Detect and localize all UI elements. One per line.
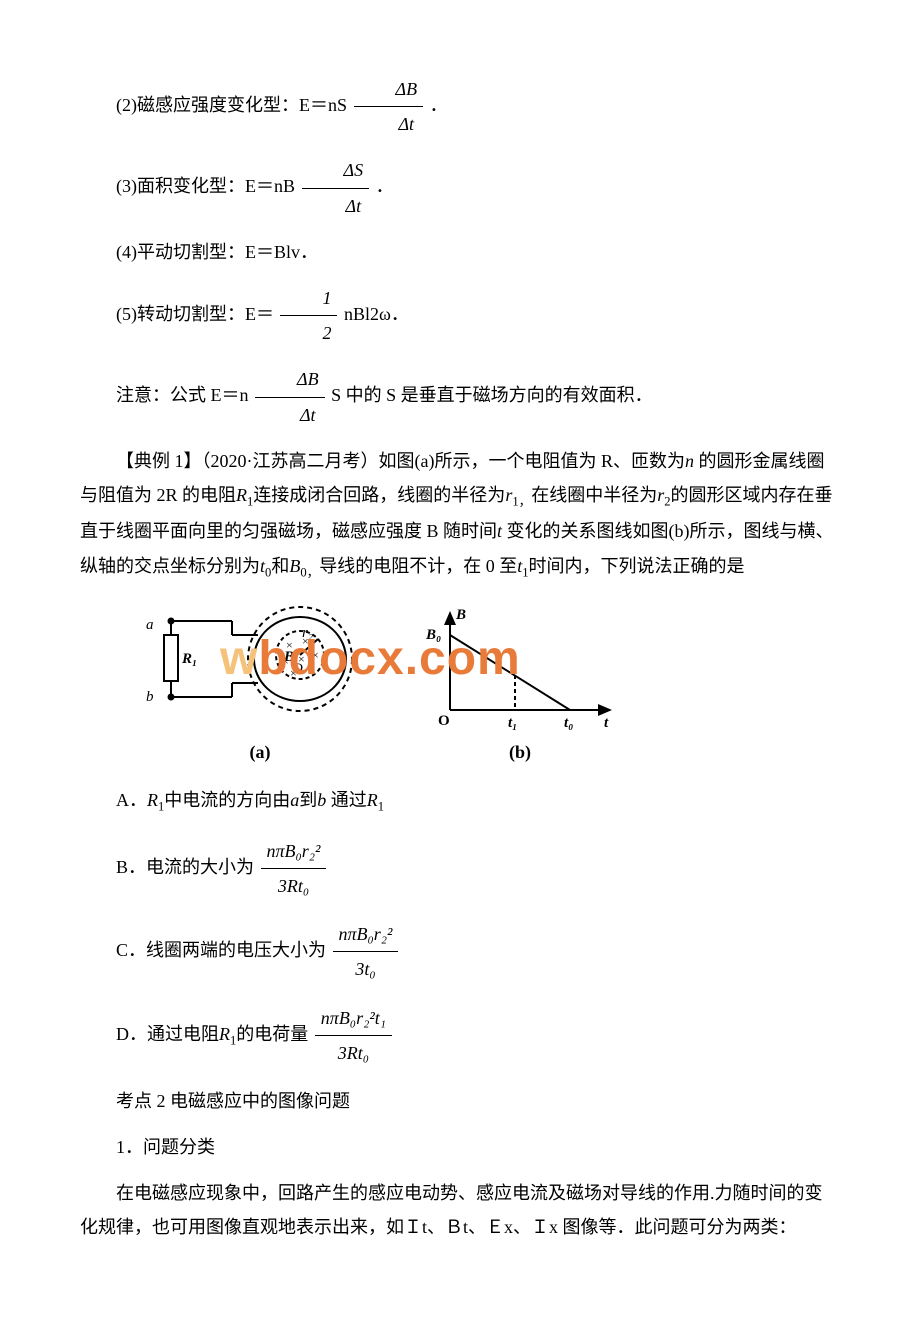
option-a: A．R1中电流的方向由a到b 通过R1: [116, 783, 840, 820]
option-c: C．线圈两端的电压大小为 nπB₀r₂² 3t₀: [116, 917, 840, 986]
formula-line-4: (4)平动切割型：E＝Blv．: [80, 235, 840, 269]
label-R1: R₁: [181, 651, 197, 667]
numerator: ΔB: [255, 362, 325, 397]
var-R1: R: [236, 485, 247, 505]
text: 通过: [326, 790, 367, 810]
label-a: a: [146, 617, 154, 633]
label-b: b: [146, 689, 154, 705]
fraction-db-dt-2: ΔB Δt: [255, 362, 325, 431]
text: 中电流的方向由: [164, 790, 290, 810]
label-O: O: [292, 661, 303, 677]
text: 【典例 1】（2020·江苏高二月考）如图(a)所示，一个电阻值为 R、匝数为: [116, 451, 685, 471]
var: b: [317, 790, 326, 810]
numerator: ΔS: [302, 153, 370, 188]
text: 导线的电阻不计，在 0 至: [319, 556, 517, 576]
numerator: nπB₀r₂²t₁: [315, 1001, 392, 1036]
formula-line-2: (2)磁感应强度变化型：E＝nS ΔB Δt ．: [80, 72, 840, 141]
svg-text:×: ×: [312, 648, 319, 662]
axis-B: B: [455, 607, 466, 623]
figure-a: × × × × × × × a b R₁ r₂ B O (a): [140, 605, 380, 769]
denominator: Δt: [302, 189, 370, 223]
text: 的电荷量: [236, 1023, 313, 1043]
options-block: A．R1中电流的方向由a到b 通过R1 B．电流的大小为 nπB₀r₂² 3Rt…: [116, 783, 840, 1070]
topic-heading: 考点 2 电磁感应中的图像问题: [80, 1084, 840, 1118]
text: (3)面积变化型：E＝nB: [116, 176, 300, 196]
var: R: [219, 1023, 230, 1043]
numerator: nπB₀r₂²: [261, 834, 327, 869]
text: (4)平动切割型：E＝Blv．: [116, 242, 318, 262]
var-n: n: [685, 451, 694, 471]
numerator: 1: [280, 281, 337, 316]
figure-a-label: (a): [140, 735, 380, 769]
figure-container: wbdocx.com: [80, 605, 840, 769]
var: a: [290, 790, 299, 810]
text: 到: [299, 790, 317, 810]
text: D．通过电阻: [116, 1023, 219, 1043]
var-B0: B: [289, 556, 300, 576]
text: 考点 2 电磁感应中的图像问题: [116, 1091, 350, 1111]
fraction-voltage: nπB₀r₂² 3t₀: [333, 917, 399, 986]
numerator: nπB₀r₂²: [333, 917, 399, 952]
text: 1．问题分类: [116, 1137, 215, 1157]
graph-diagram: B B₀ O t₁ t₀ t: [420, 605, 620, 735]
label-origin: O: [438, 713, 450, 729]
denominator: 2: [280, 316, 337, 350]
text: ．: [376, 176, 394, 196]
text: C．线圈两端的电压大小为: [116, 940, 331, 960]
sub: 1，: [512, 494, 531, 508]
denominator: 3t₀: [333, 952, 399, 986]
figure-row: × × × × × × × a b R₁ r₂ B O (a): [140, 605, 840, 769]
note-line: 注意：公式 E＝n ΔB Δt S 中的 S 是垂直于磁场方向的有效面积．: [80, 362, 840, 431]
numerator: ΔB: [354, 72, 424, 107]
formula-line-3: (3)面积变化型：E＝nB ΔS Δt ．: [80, 153, 840, 222]
sub: 0，: [300, 565, 319, 579]
subtopic: 1．问题分类: [80, 1130, 840, 1164]
text: 连接成闭合回路，线圈的半径为: [253, 485, 505, 505]
text: 在线圈中半径为: [531, 485, 657, 505]
label-B0: B₀: [425, 627, 441, 643]
var: R: [147, 790, 158, 810]
option-d: D．通过电阻R1的电荷量 nπB₀r₂²t₁ 3Rt₀: [116, 1001, 840, 1070]
figure-b: B B₀ O t₁ t₀ t (b): [420, 605, 620, 769]
sub: 1: [378, 800, 384, 814]
text: (2)磁感应强度变化型：E＝nS: [116, 95, 352, 115]
label-t0: t₀: [564, 715, 573, 731]
denominator: 3Rt₀: [261, 869, 327, 903]
text: 注意：公式 E＝n: [116, 385, 253, 405]
text: 在电磁感应现象中，回路产生的感应电动势、感应电流及磁场对导线的作用.力随时间的变…: [80, 1183, 823, 1237]
footer-paragraph: 在电磁感应现象中，回路产生的感应电动势、感应电流及磁场对导线的作用.力随时间的变…: [80, 1176, 840, 1244]
svg-text:×: ×: [308, 662, 315, 676]
text: ．: [430, 95, 448, 115]
text: 时间内，下列说法正确的是: [529, 556, 745, 576]
figure-b-label: (b): [420, 735, 620, 769]
fraction-current: nπB₀r₂² 3Rt₀: [261, 834, 327, 903]
text: 和: [271, 556, 289, 576]
formula-line-5: (5)转动切割型：E＝ 1 2 nBl2ω．: [80, 281, 840, 350]
option-b: B．电流的大小为 nπB₀r₂² 3Rt₀: [116, 834, 840, 903]
text: (5)转动切割型：E＝: [116, 304, 278, 324]
denominator: Δt: [255, 398, 325, 432]
label-t1: t₁: [508, 715, 517, 731]
denominator: Δt: [354, 107, 424, 141]
denominator: 3Rt₀: [315, 1036, 392, 1070]
label-r2: r₂: [302, 625, 313, 641]
text: B．电流的大小为: [116, 857, 259, 877]
text: nBl2ω．: [344, 304, 409, 324]
var: R: [367, 790, 378, 810]
fraction-ds-dt: ΔS Δt: [302, 153, 370, 222]
example-1-text: 【典例 1】（2020·江苏高二月考）如图(a)所示，一个电阻值为 R、匝数为n…: [80, 444, 840, 585]
fraction-db-dt: ΔB Δt: [354, 72, 424, 141]
fraction-charge: nπB₀r₂²t₁ 3Rt₀: [315, 1001, 392, 1070]
fraction-half: 1 2: [280, 281, 337, 350]
text: A．: [116, 790, 147, 810]
circuit-diagram: × × × × × × × a b R₁ r₂ B O: [140, 605, 380, 735]
axis-t: t: [604, 715, 609, 731]
text: S 中的 S 是垂直于磁场方向的有效面积．: [331, 385, 653, 405]
